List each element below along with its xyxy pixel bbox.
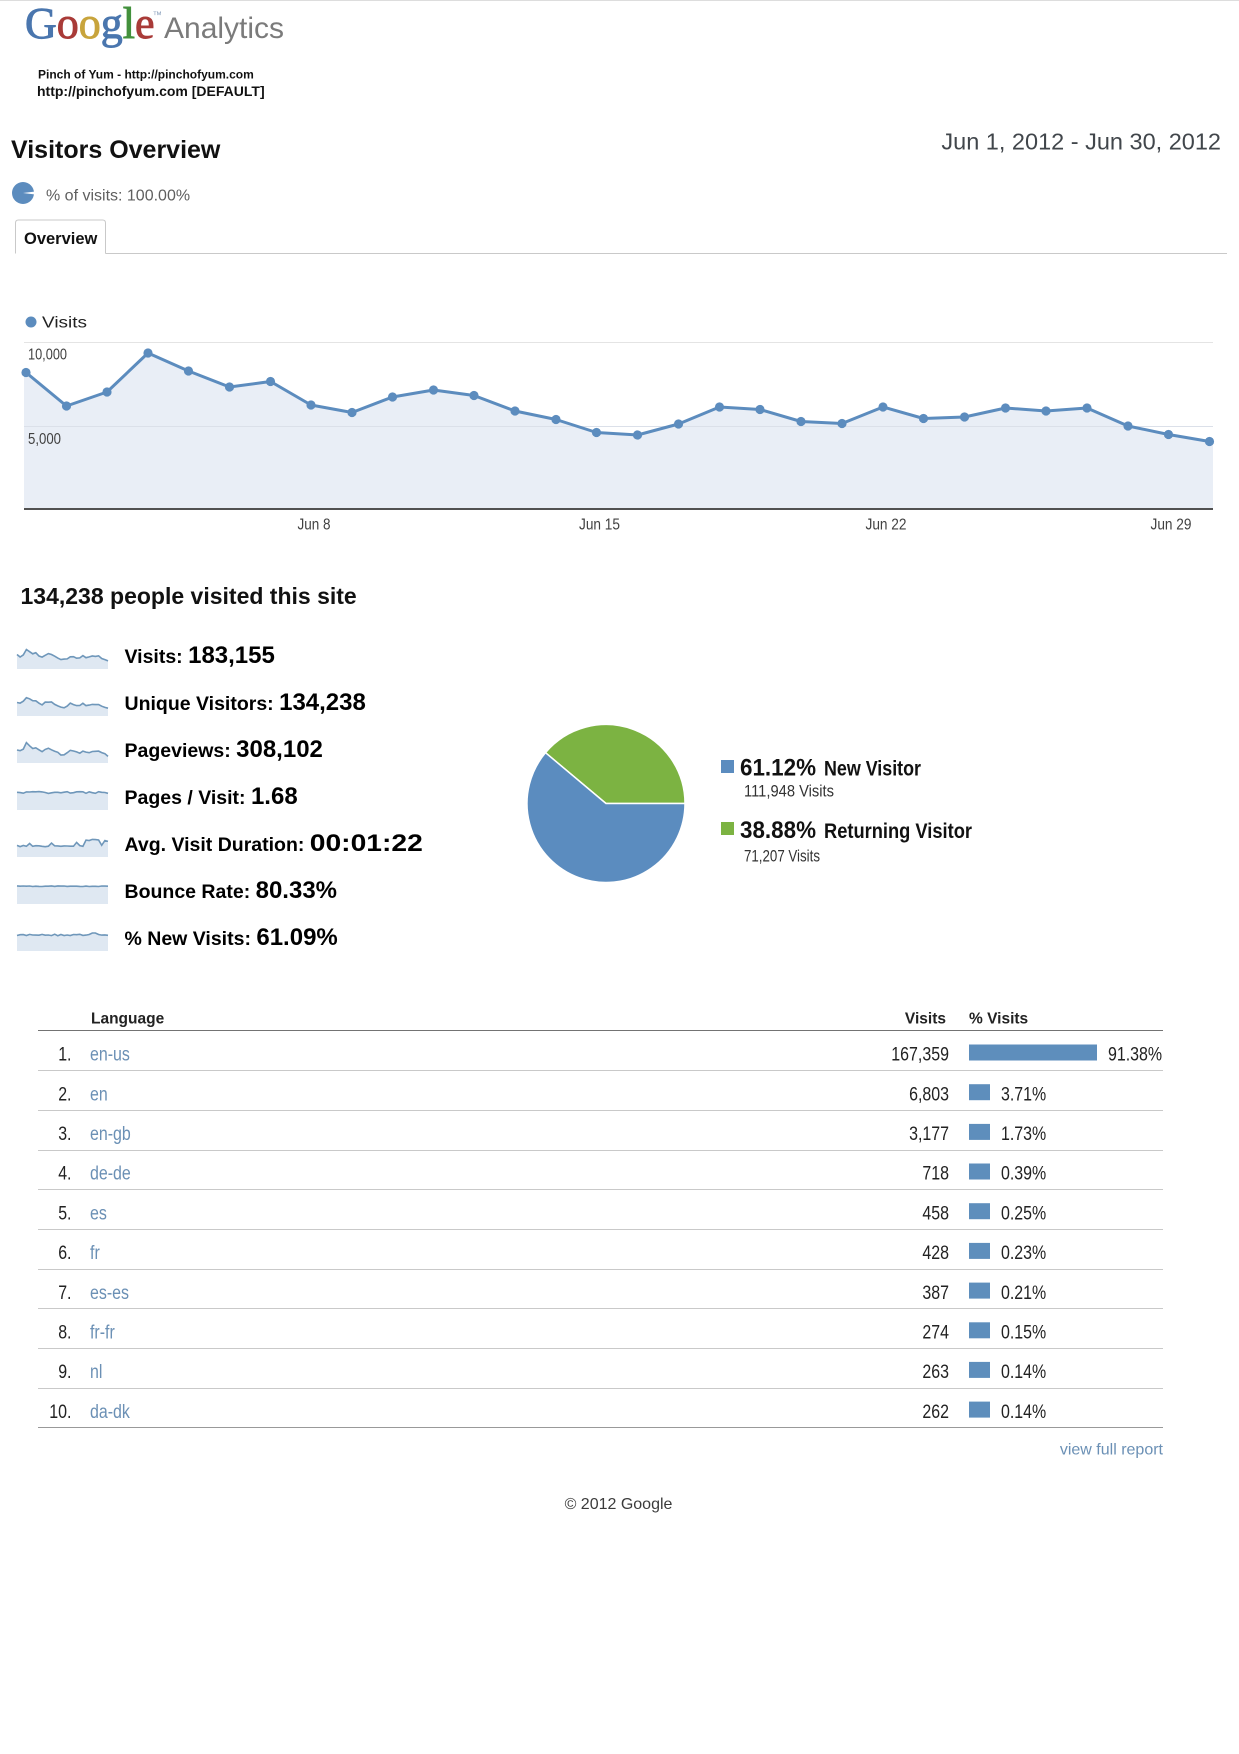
svg-text:Pages / Visit: 1.68: Pages / Visit: 1.68	[125, 783, 298, 810]
svg-text:262: 262	[922, 1402, 949, 1423]
svg-text:de-de: de-de	[90, 1164, 131, 1185]
svg-text:0.21%: 0.21%	[1001, 1283, 1046, 1304]
svg-text:263: 263	[922, 1362, 949, 1383]
svg-text:0.23%: 0.23%	[1001, 1243, 1046, 1264]
svg-text:en-gb: en-gb	[90, 1124, 131, 1145]
svg-text:es: es	[90, 1203, 107, 1224]
svg-text:% Visits: % Visits	[969, 1011, 1028, 1028]
svg-text:New Visitor: New Visitor	[824, 757, 921, 780]
svg-text:Pageviews: 308,102: Pageviews: 308,102	[125, 736, 323, 763]
svg-text:© 2012 Google: © 2012 Google	[565, 1496, 673, 1513]
svg-text:718: 718	[922, 1164, 949, 1185]
svg-text:nl: nl	[90, 1362, 102, 1383]
svg-text:5,000: 5,000	[28, 431, 61, 448]
svg-text:387: 387	[922, 1283, 949, 1304]
svg-text:71,207 Visits: 71,207 Visits	[744, 848, 820, 866]
svg-text:Jun 1, 2012 - Jun 30, 2012: Jun 1, 2012 - Jun 30, 2012	[941, 129, 1221, 155]
svg-text:458: 458	[922, 1203, 949, 1224]
svg-text:Returning Visitor: Returning Visitor	[824, 820, 972, 843]
svg-text:view full report: view full report	[1060, 1442, 1164, 1459]
svg-text:Overview: Overview	[24, 230, 98, 248]
svg-text:Language: Language	[91, 1011, 165, 1028]
svg-text:% New Visits: 61.09%: % New Visits: 61.09%	[125, 924, 338, 951]
svg-text:en: en	[90, 1084, 108, 1105]
svg-text:8.: 8.	[58, 1323, 71, 1344]
svg-text:10,000: 10,000	[28, 347, 67, 364]
svg-text:10.: 10.	[49, 1402, 71, 1423]
svg-text:Jun 8: Jun 8	[298, 517, 331, 534]
svg-text:Visitors Overview: Visitors Overview	[11, 136, 221, 164]
svg-text:3.71%: 3.71%	[1001, 1084, 1046, 1105]
svg-text:Jun 22: Jun 22	[866, 517, 907, 534]
svg-text:% of visits: 100.00%: % of visits: 100.00%	[46, 188, 190, 205]
svg-text:fr: fr	[90, 1243, 100, 1264]
svg-text:http://pinchofyum.com [DEFAULT: http://pinchofyum.com [DEFAULT]	[37, 83, 265, 99]
svg-text:fr-fr: fr-fr	[90, 1323, 115, 1344]
svg-text:6.: 6.	[58, 1243, 71, 1264]
svg-text:1.73%: 1.73%	[1001, 1124, 1046, 1145]
svg-text:91.38%: 91.38%	[1108, 1045, 1162, 1066]
svg-text:Jun 29: Jun 29	[1151, 517, 1192, 534]
svg-text:3.: 3.	[58, 1124, 71, 1145]
svg-text:3,177: 3,177	[909, 1124, 949, 1145]
svg-text:167,359: 167,359	[891, 1045, 949, 1066]
svg-text:Avg. Visit Duration: 00:01:22: Avg. Visit Duration: 00:01:22	[125, 830, 423, 857]
svg-text:9.: 9.	[58, 1362, 71, 1383]
svg-text:en-us: en-us	[90, 1045, 130, 1066]
svg-text:da-dk: da-dk	[90, 1402, 130, 1423]
svg-text:0.25%: 0.25%	[1001, 1203, 1046, 1224]
svg-text:Jun 15: Jun 15	[579, 517, 620, 534]
svg-text:Google: Google	[25, 0, 155, 48]
svg-text:274: 274	[922, 1323, 949, 1344]
svg-text:2.: 2.	[58, 1084, 71, 1105]
svg-text:Visits: Visits	[905, 1011, 946, 1028]
svg-text:1.: 1.	[58, 1045, 71, 1066]
svg-text:61.12%: 61.12%	[740, 754, 816, 781]
svg-text:0.14%: 0.14%	[1001, 1362, 1046, 1383]
svg-text:Pinch of Yum - http://pinchofy: Pinch of Yum - http://pinchofyum.com	[38, 68, 254, 82]
svg-text:5.: 5.	[58, 1203, 71, 1224]
svg-text:0.39%: 0.39%	[1001, 1164, 1046, 1185]
svg-text:38.88%: 38.88%	[740, 817, 816, 844]
svg-text:™: ™	[153, 10, 163, 21]
svg-text:6,803: 6,803	[909, 1084, 949, 1105]
svg-text:111,948 Visits: 111,948 Visits	[744, 783, 834, 801]
svg-text:4.: 4.	[58, 1164, 71, 1185]
svg-text:Unique Visitors: 134,238: Unique Visitors: 134,238	[125, 689, 366, 716]
svg-text:134,238 people visited this si: 134,238 people visited this site	[21, 583, 357, 609]
svg-text:0.15%: 0.15%	[1001, 1323, 1046, 1344]
svg-text:Visits: 183,155: Visits: 183,155	[125, 642, 275, 669]
svg-text:Analytics: Analytics	[164, 12, 284, 45]
svg-text:428: 428	[922, 1243, 949, 1264]
svg-text:0.14%: 0.14%	[1001, 1402, 1046, 1423]
svg-text:es-es: es-es	[90, 1283, 129, 1304]
svg-text:Visits: Visits	[42, 315, 87, 332]
svg-text:Bounce Rate: 80.33%: Bounce Rate: 80.33%	[125, 877, 338, 904]
svg-text:7.: 7.	[58, 1283, 71, 1304]
